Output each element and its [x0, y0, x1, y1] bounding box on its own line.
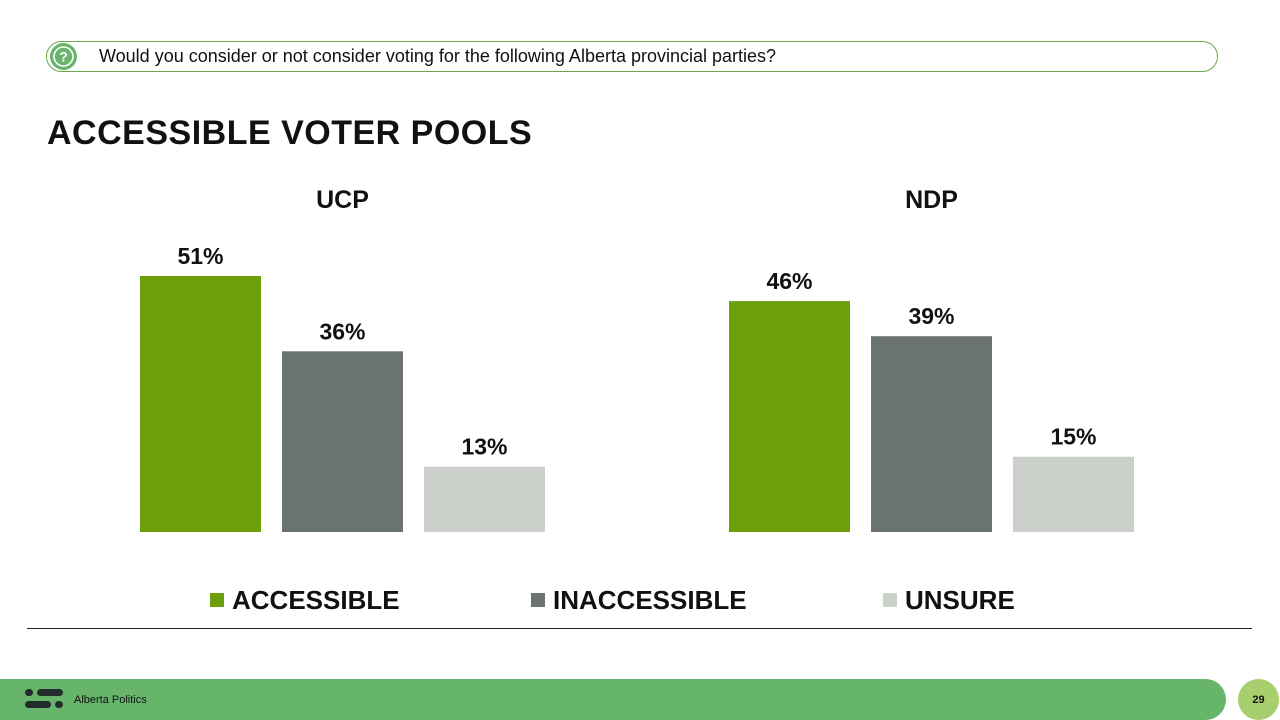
bar-chart: UCP 51% 36% 13% NDP 46% 39% 15% — [140, 186, 1134, 532]
data-label: 13% — [461, 434, 507, 460]
data-label: 15% — [1050, 424, 1096, 450]
group-title-ucp: UCP — [316, 186, 369, 214]
data-label: 36% — [319, 318, 365, 344]
page-number: 29 — [1238, 679, 1279, 720]
footer-brand: Alberta Politics — [74, 694, 147, 706]
legend-label: UNSURE — [905, 585, 1015, 615]
legend-swatch-inaccessible — [531, 593, 545, 607]
chart-legend: ACCESSIBLE INACCESSIBLE UNSURE — [0, 585, 1280, 617]
legend-label: INACCESSIBLE — [553, 585, 747, 615]
data-label: 51% — [177, 243, 223, 269]
legend-swatch-accessible — [210, 593, 224, 607]
bar-ndp-unsure — [1013, 456, 1134, 532]
bar-ucp-inaccessible — [282, 351, 403, 532]
divider — [27, 628, 1252, 629]
company-logo-icon — [24, 688, 64, 715]
page-title: ACCESSIBLE VOTER POOLS — [47, 114, 533, 152]
question-mark-icon: ? — [50, 43, 77, 70]
group-title-ndp: NDP — [905, 186, 958, 214]
footer-bar: Alberta Politics — [0, 679, 1226, 720]
bar-ucp-unsure — [424, 466, 545, 532]
data-label: 46% — [766, 268, 812, 294]
svg-text:?: ? — [59, 49, 68, 65]
bar-ndp-inaccessible — [871, 336, 992, 532]
bar-ucp-accessible — [140, 276, 261, 532]
data-label: 39% — [908, 303, 954, 329]
question-banner: ? Would you consider or not consider vot… — [46, 41, 1218, 72]
legend-label: ACCESSIBLE — [232, 585, 400, 615]
legend-swatch-unsure — [883, 593, 897, 607]
question-text: Would you consider or not consider votin… — [99, 46, 777, 66]
bar-ndp-accessible — [729, 301, 850, 532]
